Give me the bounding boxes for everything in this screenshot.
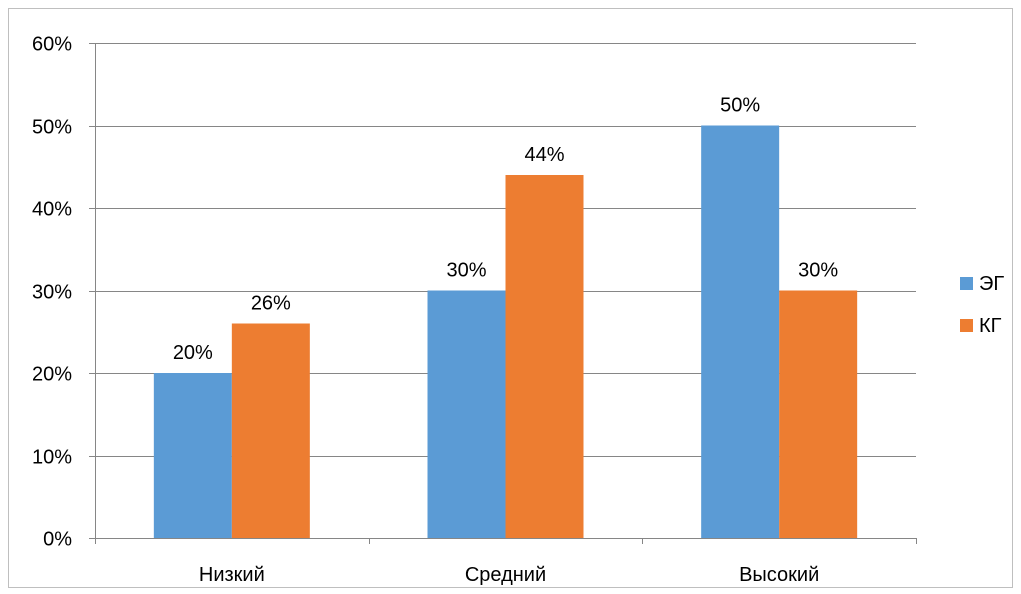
- data-label: 30%: [798, 260, 838, 282]
- data-label: 20%: [173, 342, 213, 364]
- data-label: 30%: [446, 260, 486, 282]
- y-axis: 0% 10% 20% 30% 40% 50% 60%: [32, 34, 96, 551]
- y-tick-label: 10%: [32, 447, 72, 469]
- bar: [153, 373, 232, 538]
- y-tick-label: 30%: [32, 282, 72, 304]
- data-label: 44%: [524, 144, 564, 166]
- bar: [231, 323, 310, 538]
- bar: [701, 125, 780, 538]
- y-tick-label: 40%: [32, 199, 72, 221]
- legend-swatch: [960, 277, 973, 290]
- x-axis: Низкий Средний Высокий: [95, 538, 917, 586]
- y-tick-label: 50%: [32, 117, 72, 139]
- x-tick-label: Высокий: [739, 564, 819, 586]
- x-tick-label: Низкий: [199, 564, 265, 586]
- y-tick-label: 60%: [32, 34, 72, 56]
- legend-label: КГ: [979, 315, 1002, 337]
- bar: [505, 175, 584, 538]
- bar: [779, 290, 858, 538]
- bar: [427, 290, 506, 538]
- legend: ЭГ КГ: [960, 273, 1004, 337]
- legend-label: ЭГ: [979, 273, 1004, 295]
- data-label: 26%: [251, 293, 291, 315]
- x-tick-label: Средний: [465, 564, 546, 586]
- bars: [153, 125, 858, 538]
- legend-swatch: [960, 319, 973, 332]
- y-tick-label: 0%: [43, 529, 72, 551]
- y-tick-label: 20%: [32, 364, 72, 386]
- data-labels: 20% 26% 30% 44% 50% 30%: [173, 95, 839, 365]
- data-label: 50%: [720, 95, 760, 117]
